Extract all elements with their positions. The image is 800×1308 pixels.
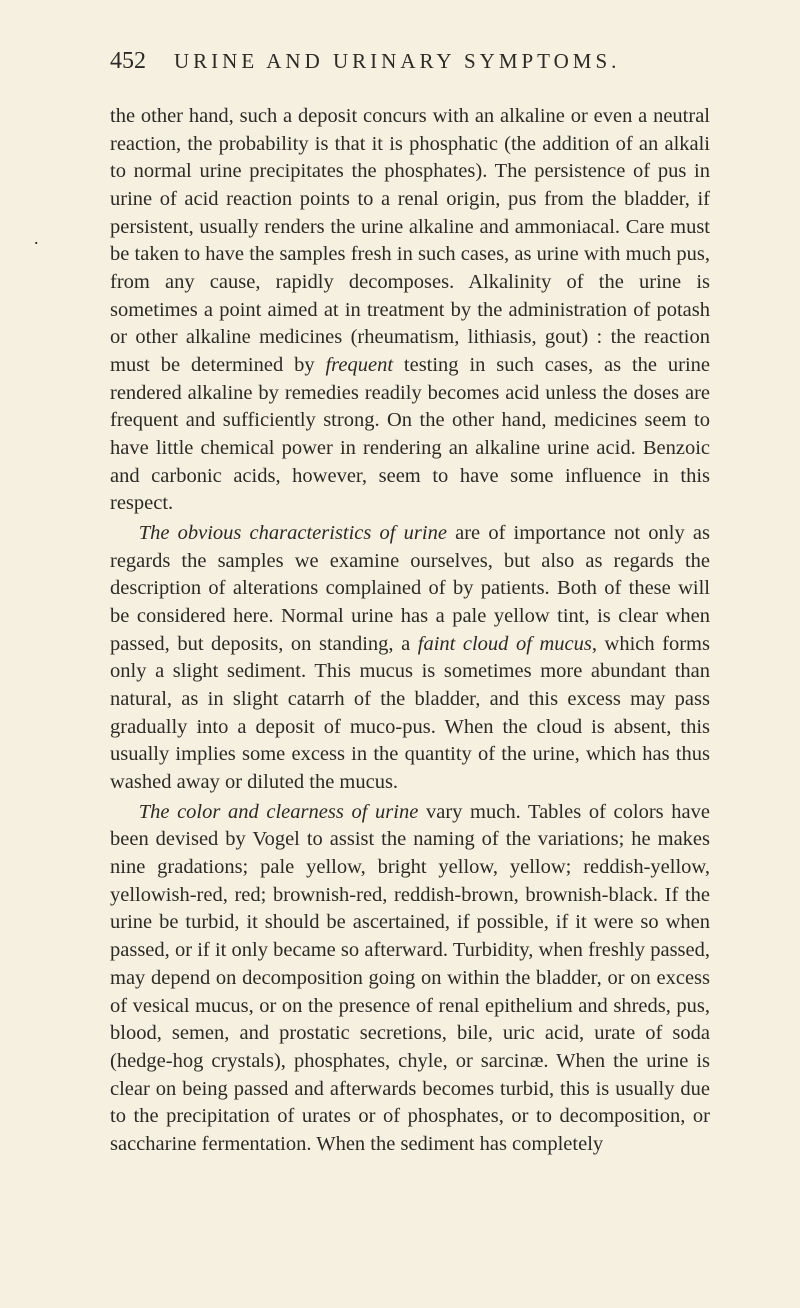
italic-run: The obvious characteristics of urine <box>139 522 447 544</box>
text-run: , which forms only a slight sediment. Th… <box>110 633 710 793</box>
page-header: 452 URINE AND URINARY SYMPTOMS. <box>110 48 710 75</box>
italic-run: The color and clearness of urine <box>139 801 419 823</box>
italic-run: faint cloud of mucus <box>418 633 592 655</box>
paragraph-1: the other hand, such a deposit concurs w… <box>110 103 710 518</box>
page: . 452 URINE AND URINARY SYMPTOMS. the ot… <box>0 0 800 1308</box>
text-run: vary much. Tables of colors have been de… <box>110 801 710 1155</box>
margin-mark: . <box>34 228 39 249</box>
page-number: 452 <box>110 48 146 75</box>
italic-run: frequent <box>325 354 393 376</box>
paragraph-3: The color and clearness of urine vary mu… <box>110 799 710 1159</box>
chapter-title: URINE AND URINARY SYMPTOMS. <box>174 49 620 74</box>
body-text: the other hand, such a deposit concurs w… <box>110 103 710 1159</box>
text-run: testing in such cases, as the urine rend… <box>110 354 710 514</box>
text-run: the other hand, such a deposit concurs w… <box>110 105 710 376</box>
paragraph-2: The obvious characteristics of urine are… <box>110 520 710 797</box>
